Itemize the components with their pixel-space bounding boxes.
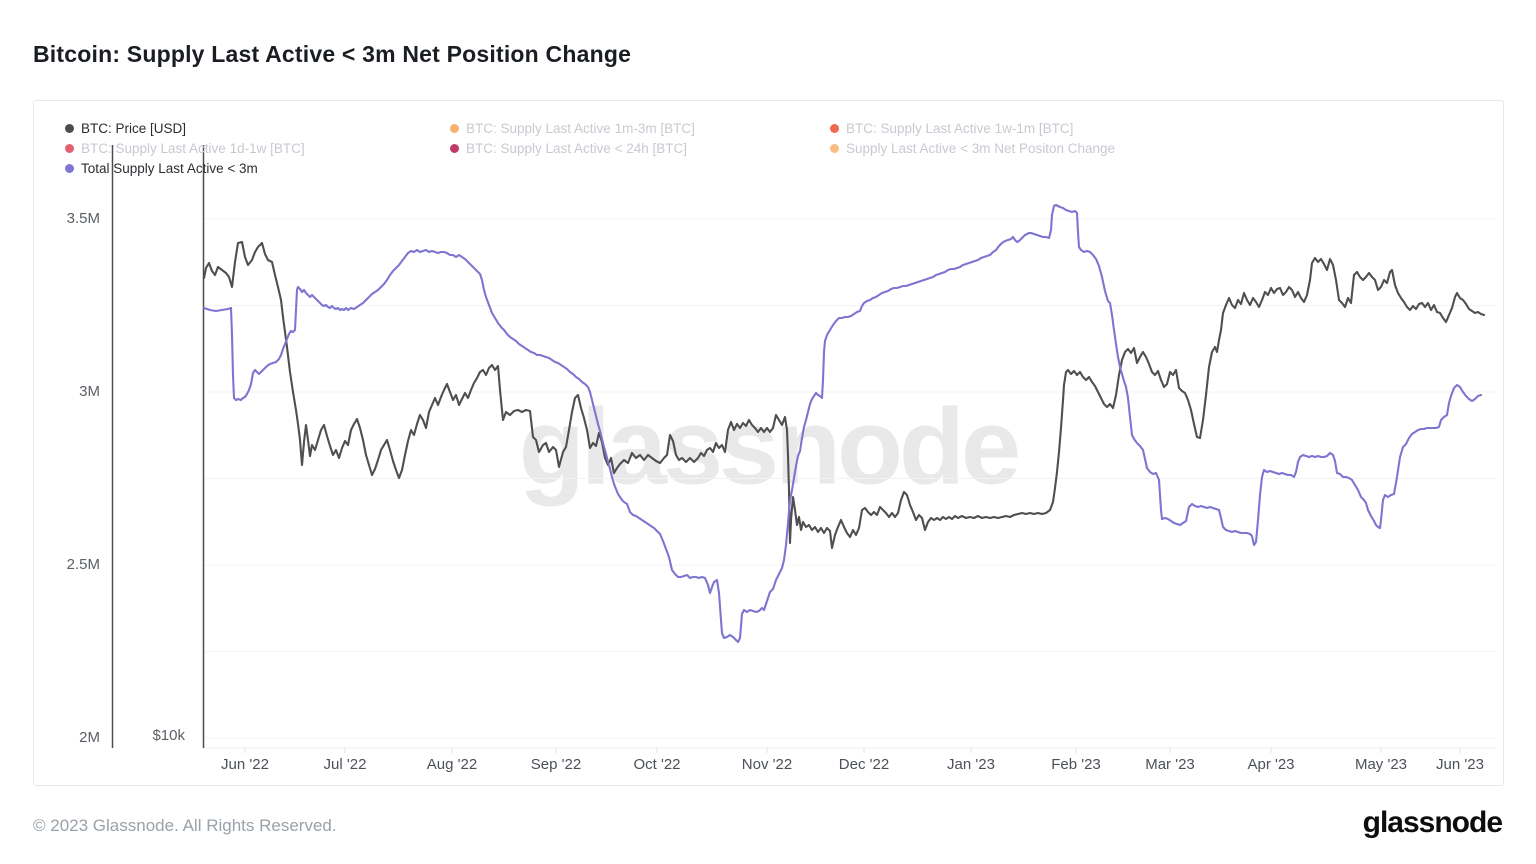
legend-label: BTC: Supply Last Active 1w-1m [BTC] (846, 120, 1074, 136)
legend-dot-icon (830, 123, 839, 133)
legend-dot-icon (450, 123, 459, 133)
x-axis-tick-label: Jul '22 (323, 756, 367, 773)
legend-dot-icon (450, 143, 459, 153)
legend-label: BTC: Supply Last Active 1d-1w [BTC] (81, 140, 305, 156)
legend-item[interactable]: Supply Last Active < 3m Net Positon Chan… (830, 138, 1115, 158)
y-axis-tick-label: 3.5M (66, 210, 100, 227)
legend-dot-icon (65, 123, 74, 133)
x-axis-tick-label: Mar '23 (1145, 756, 1195, 773)
legend-item[interactable]: Total Supply Last Active < 3m (65, 158, 450, 178)
x-axis-tick-label: Nov '22 (741, 756, 793, 773)
x-axis-tick-label: Dec '22 (838, 756, 890, 773)
y-axis-tick-label: 2M (79, 729, 100, 746)
x-axis-tick-label: Aug '22 (426, 756, 478, 773)
y-axis-tick-label: 2.5M (66, 556, 100, 573)
x-axis-tick-label: Jun '23 (1436, 756, 1484, 773)
page-title: Bitcoin: Supply Last Active < 3m Net Pos… (33, 41, 632, 67)
price-axis-tick-label: $10k (152, 727, 185, 744)
x-axis-tick-label: Jan '23 (947, 756, 995, 773)
chart-card (33, 100, 1504, 786)
y-axis-tick-label: 3M (79, 383, 100, 400)
series-line (202, 240, 1486, 550)
legend-dot-icon (830, 143, 839, 153)
legend-label: BTC: Supply Last Active < 24h [BTC] (466, 140, 687, 156)
legend-label: BTC: Supply Last Active 1m-3m [BTC] (466, 120, 695, 136)
x-axis-tick-label: Sep '22 (530, 756, 582, 773)
copyright-text: © 2023 Glassnode. All Rights Reserved. (33, 816, 337, 835)
x-axis-tick-label: Oct '22 (633, 756, 681, 773)
legend-dot-icon (65, 143, 74, 153)
x-axis-tick-label: Feb '23 (1051, 756, 1101, 773)
legend-item[interactable]: BTC: Supply Last Active 1m-3m [BTC] (450, 118, 830, 138)
series-line (202, 203, 1483, 644)
legend-label: Total Supply Last Active < 3m (81, 160, 258, 176)
x-axis-tick-label: Jun '22 (221, 756, 269, 773)
legend-label: Supply Last Active < 3m Net Positon Chan… (846, 140, 1116, 156)
glassnode-logo: glassnode (1362, 806, 1503, 839)
chart-legend: BTC: Price [USD] BTC: Supply Last Active … (65, 118, 1115, 178)
legend-item[interactable]: BTC: Supply Last Active 1d-1w [BTC] (65, 138, 450, 158)
legend-dot-icon (65, 163, 74, 173)
x-axis-tick-label: Apr '23 (1247, 756, 1295, 773)
legend-item[interactable]: BTC: Supply Last Active 1w-1m [BTC] (830, 118, 1115, 138)
legend-item[interactable]: BTC: Supply Last Active < 24h [BTC] (450, 138, 830, 158)
legend-label: BTC: Price [USD] (81, 120, 187, 136)
legend-item[interactable]: BTC: Price [USD] (65, 118, 450, 138)
x-axis-tick-label: May '23 (1354, 756, 1408, 773)
